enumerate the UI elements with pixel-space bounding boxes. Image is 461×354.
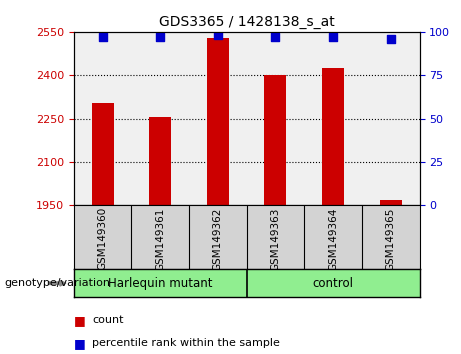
- Bar: [92, 103, 113, 205]
- Text: Harlequin mutant: Harlequin mutant: [108, 277, 213, 290]
- Point: [156, 34, 164, 40]
- Bar: [265, 75, 286, 205]
- Text: count: count: [92, 315, 124, 325]
- Text: GSM149361: GSM149361: [155, 207, 165, 270]
- Text: ■: ■: [74, 314, 85, 327]
- Text: GSM149362: GSM149362: [213, 207, 223, 270]
- Text: GSM149360: GSM149360: [98, 207, 107, 270]
- Point: [272, 34, 279, 40]
- Point: [329, 34, 337, 40]
- Text: GSM149365: GSM149365: [386, 207, 396, 270]
- Bar: [322, 68, 344, 205]
- Text: genotype/variation: genotype/variation: [5, 278, 111, 288]
- Title: GDS3365 / 1428138_s_at: GDS3365 / 1428138_s_at: [159, 16, 335, 29]
- Text: control: control: [313, 277, 354, 290]
- Bar: [380, 200, 402, 205]
- Text: ■: ■: [74, 337, 85, 350]
- Text: GSM149363: GSM149363: [271, 207, 280, 270]
- Text: GSM149364: GSM149364: [328, 207, 338, 270]
- Point: [214, 33, 221, 38]
- Bar: [149, 117, 171, 205]
- Text: percentile rank within the sample: percentile rank within the sample: [92, 338, 280, 348]
- Point: [99, 34, 106, 40]
- Point: [387, 36, 394, 42]
- Bar: [207, 38, 229, 205]
